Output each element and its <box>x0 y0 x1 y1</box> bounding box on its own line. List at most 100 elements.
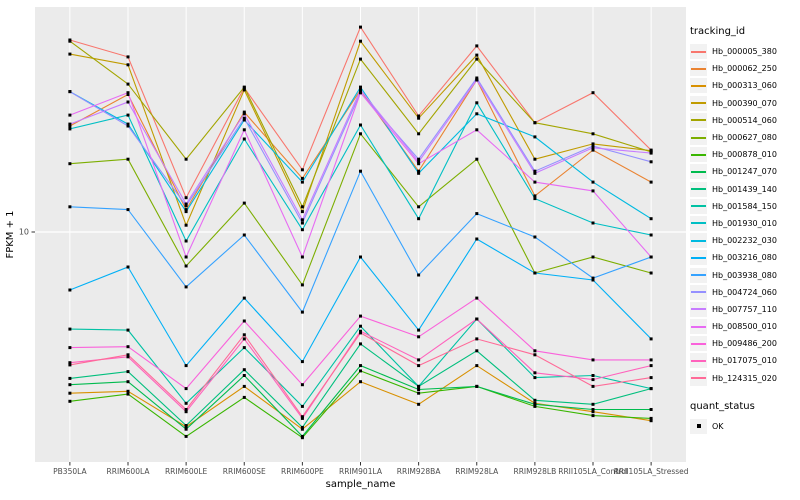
legend-item: Hb_000313_060 <box>690 77 800 94</box>
legend-item: Hb_124315_020 <box>690 370 800 387</box>
x-tick-label: RRII105LA_Stressed <box>614 467 689 476</box>
data-point <box>126 355 130 359</box>
data-point <box>184 364 188 368</box>
data-point <box>417 384 421 388</box>
data-point <box>242 110 246 114</box>
legend-key-swatch <box>690 147 707 163</box>
data-point <box>475 57 479 61</box>
data-point <box>533 398 537 402</box>
data-point <box>649 160 653 164</box>
data-point <box>649 364 653 368</box>
legend-item: Hb_017075_010 <box>690 352 800 369</box>
legend-key-swatch <box>690 336 707 352</box>
data-point <box>300 360 304 364</box>
legend-item-label: Hb_009486_200 <box>712 339 777 349</box>
x-tick-label: RRIM901LA <box>339 467 383 476</box>
data-point <box>242 88 246 92</box>
data-point <box>68 288 72 292</box>
data-point <box>475 212 479 216</box>
data-point <box>184 424 188 427</box>
data-point <box>242 346 246 350</box>
data-point <box>591 408 595 411</box>
legend-item-label: Hb_007757_110 <box>712 304 777 314</box>
data-point <box>533 404 537 408</box>
data-point <box>300 210 304 214</box>
data-point <box>242 296 246 300</box>
data-point <box>242 374 246 377</box>
data-point <box>591 91 595 95</box>
data-point <box>68 383 72 387</box>
data-point <box>475 349 479 353</box>
x-tick-label: RRIM600LE <box>165 467 208 476</box>
data-point <box>475 296 479 300</box>
x-tick-label: RRIM928LA <box>455 467 499 476</box>
data-point <box>417 114 421 118</box>
legend: tracking_id Hb_000005_380 Hb_000062_250 Hb… <box>690 26 800 435</box>
data-point <box>359 91 362 95</box>
data-point <box>475 76 479 80</box>
data-point <box>300 427 304 431</box>
data-point <box>533 135 537 139</box>
data-point <box>649 180 653 184</box>
data-point <box>533 353 537 357</box>
legend-line-icon <box>691 205 706 208</box>
data-point <box>359 329 362 333</box>
y-axis-title: FPKM + 1 <box>5 210 16 258</box>
data-point <box>126 100 130 104</box>
data-point <box>300 228 304 232</box>
legend-key-swatch <box>690 215 707 231</box>
legend-key-swatch <box>690 130 707 146</box>
data-point <box>242 85 246 89</box>
data-point <box>300 221 304 225</box>
data-point <box>475 364 479 368</box>
legend-item-label: Hb_008500_010 <box>712 322 777 332</box>
data-point <box>649 337 653 341</box>
legend-item-label: Hb_000878_010 <box>712 150 777 160</box>
data-point <box>417 160 421 164</box>
data-point <box>184 410 188 414</box>
data-point <box>533 157 537 161</box>
data-point <box>475 128 479 132</box>
legend-line-icon <box>691 256 706 259</box>
data-point <box>533 180 537 184</box>
data-point <box>475 78 479 82</box>
legend-item-label: Hb_001930_010 <box>712 218 777 228</box>
data-point <box>242 118 246 122</box>
legend-key-swatch <box>690 112 707 128</box>
data-point <box>68 122 72 126</box>
data-point <box>184 223 188 227</box>
data-point <box>533 349 537 353</box>
data-point <box>300 416 304 420</box>
data-point <box>359 380 362 384</box>
data-point <box>475 237 479 241</box>
data-point <box>242 112 246 116</box>
data-point <box>126 208 130 212</box>
legend-item: Hb_004724_060 <box>690 284 800 301</box>
data-point <box>300 310 304 314</box>
data-point <box>68 346 72 350</box>
legend-item: Hb_001584_150 <box>690 198 800 215</box>
data-point <box>591 276 595 280</box>
data-point <box>591 144 595 148</box>
data-point <box>533 121 537 125</box>
legend-key-swatch <box>690 44 707 60</box>
data-point <box>649 255 653 259</box>
legend-item-label: Hb_001584_150 <box>712 201 777 211</box>
data-point <box>359 342 362 346</box>
data-point <box>184 427 188 431</box>
data-point <box>417 205 421 209</box>
data-point <box>68 205 72 209</box>
data-point <box>184 196 188 200</box>
data-point <box>242 137 246 141</box>
data-point <box>242 395 246 399</box>
x-tick-label: RRII105LA_Control <box>558 467 628 476</box>
x-tick-label: PB350LA <box>53 467 87 476</box>
legend-title-quant-status: quant_status <box>690 400 755 412</box>
data-point <box>68 327 72 331</box>
data-point <box>126 63 130 67</box>
data-point <box>126 380 130 384</box>
data-point <box>359 88 362 92</box>
data-point <box>359 314 362 318</box>
data-point <box>359 364 362 368</box>
